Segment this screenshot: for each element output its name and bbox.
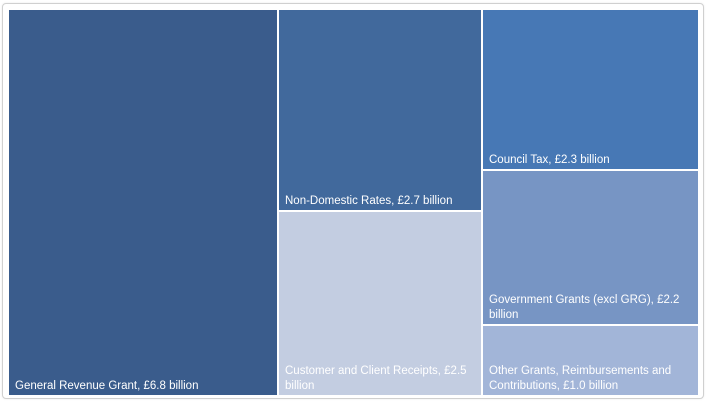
tile-non-domestic-rates (279, 10, 481, 210)
tile-council-tax (483, 10, 698, 169)
treemap-chart: General Revenue Grant, £6.8 billion Non-D… (9, 10, 698, 395)
tile-other-grants (483, 326, 698, 395)
tile-label-customer-and-client-receipts: Customer and Client Receipts, £2.5 billio… (285, 365, 467, 392)
tile-label-general-revenue-grant: General Revenue Grant, £6.8 billion (15, 380, 198, 392)
tile-label-government-grants: Government Grants (excl GRG), £2.2 billio… (489, 294, 679, 321)
tile-government-grants (483, 171, 698, 324)
tile-label-other-grants: Other Grants, Reimbursements and Contribu… (489, 365, 671, 392)
tile-label-non-domestic-rates: Non-Domestic Rates, £2.7 billion (285, 195, 452, 207)
tile-customer-and-client-receipts (279, 212, 481, 395)
tile-label-council-tax: Council Tax, £2.3 billion (489, 154, 610, 166)
chart-frame: General Revenue Grant, £6.8 billion Non-D… (2, 3, 704, 399)
tile-general-revenue-grant (9, 10, 277, 395)
